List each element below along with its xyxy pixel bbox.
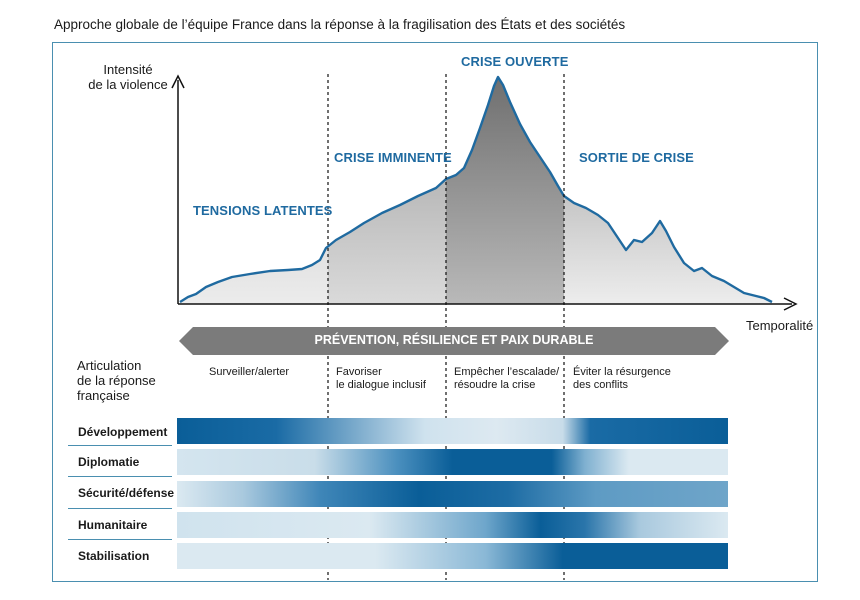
sector-label-diplomatie: Diplomatie	[78, 455, 140, 469]
sector-bar-developpement	[177, 418, 728, 444]
sector-bar-humanitaire	[177, 512, 728, 538]
y-axis-label: Intensité de la violence	[88, 62, 168, 92]
phase-label-crise-ouverte: CRISE OUVERTE	[461, 54, 569, 69]
sector-label-humanitaire: Humanitaire	[78, 518, 148, 532]
sector-label-developpement: Développement	[78, 425, 168, 439]
x-axis	[178, 297, 798, 311]
curve-area	[180, 77, 772, 304]
sector-label-securite-defense: Sécurité/défense	[78, 486, 175, 500]
page-title: Approche globale de l’équipe France dans…	[54, 17, 626, 32]
sector-separator	[68, 445, 172, 446]
response-favoriser: Favoriser le dialogue inclusif	[336, 366, 426, 391]
diagram-frame	[52, 42, 818, 582]
response-surveiller: Surveiller/alerter	[209, 366, 290, 378]
response-header: Articulation de la réponse française	[77, 358, 156, 403]
response-eviter: Éviter la résurgence des conflits	[573, 366, 671, 391]
sector-bar-diplomatie	[177, 449, 728, 475]
violence-curve-line	[179, 75, 773, 304]
sector-bar-securite-defense	[177, 481, 728, 507]
sector-separator	[68, 508, 172, 509]
response-empecher: Empêcher l’escalade/résoudre la crise	[454, 366, 560, 391]
sector-bar-stabilisation	[177, 543, 728, 569]
phase-label-sortie-de-crise: SORTIE DE CRISE	[579, 150, 694, 165]
sector-label-stabilisation: Stabilisation	[78, 549, 150, 563]
phase-label-tensions-latentes: TENSIONS LATENTES	[193, 203, 333, 218]
x-axis-label: Temporalité	[746, 318, 814, 333]
prevention-band-arrow	[179, 327, 729, 355]
y-axis	[171, 74, 185, 304]
prevention-band-label: PRÉVENTION, RÉSILIENCE ET PAIX DURABLE	[314, 333, 594, 347]
sector-separator	[68, 539, 172, 540]
sector-separator	[68, 476, 172, 477]
phase-label-crise-imminente: CRISE IMMINENTE	[334, 150, 452, 165]
